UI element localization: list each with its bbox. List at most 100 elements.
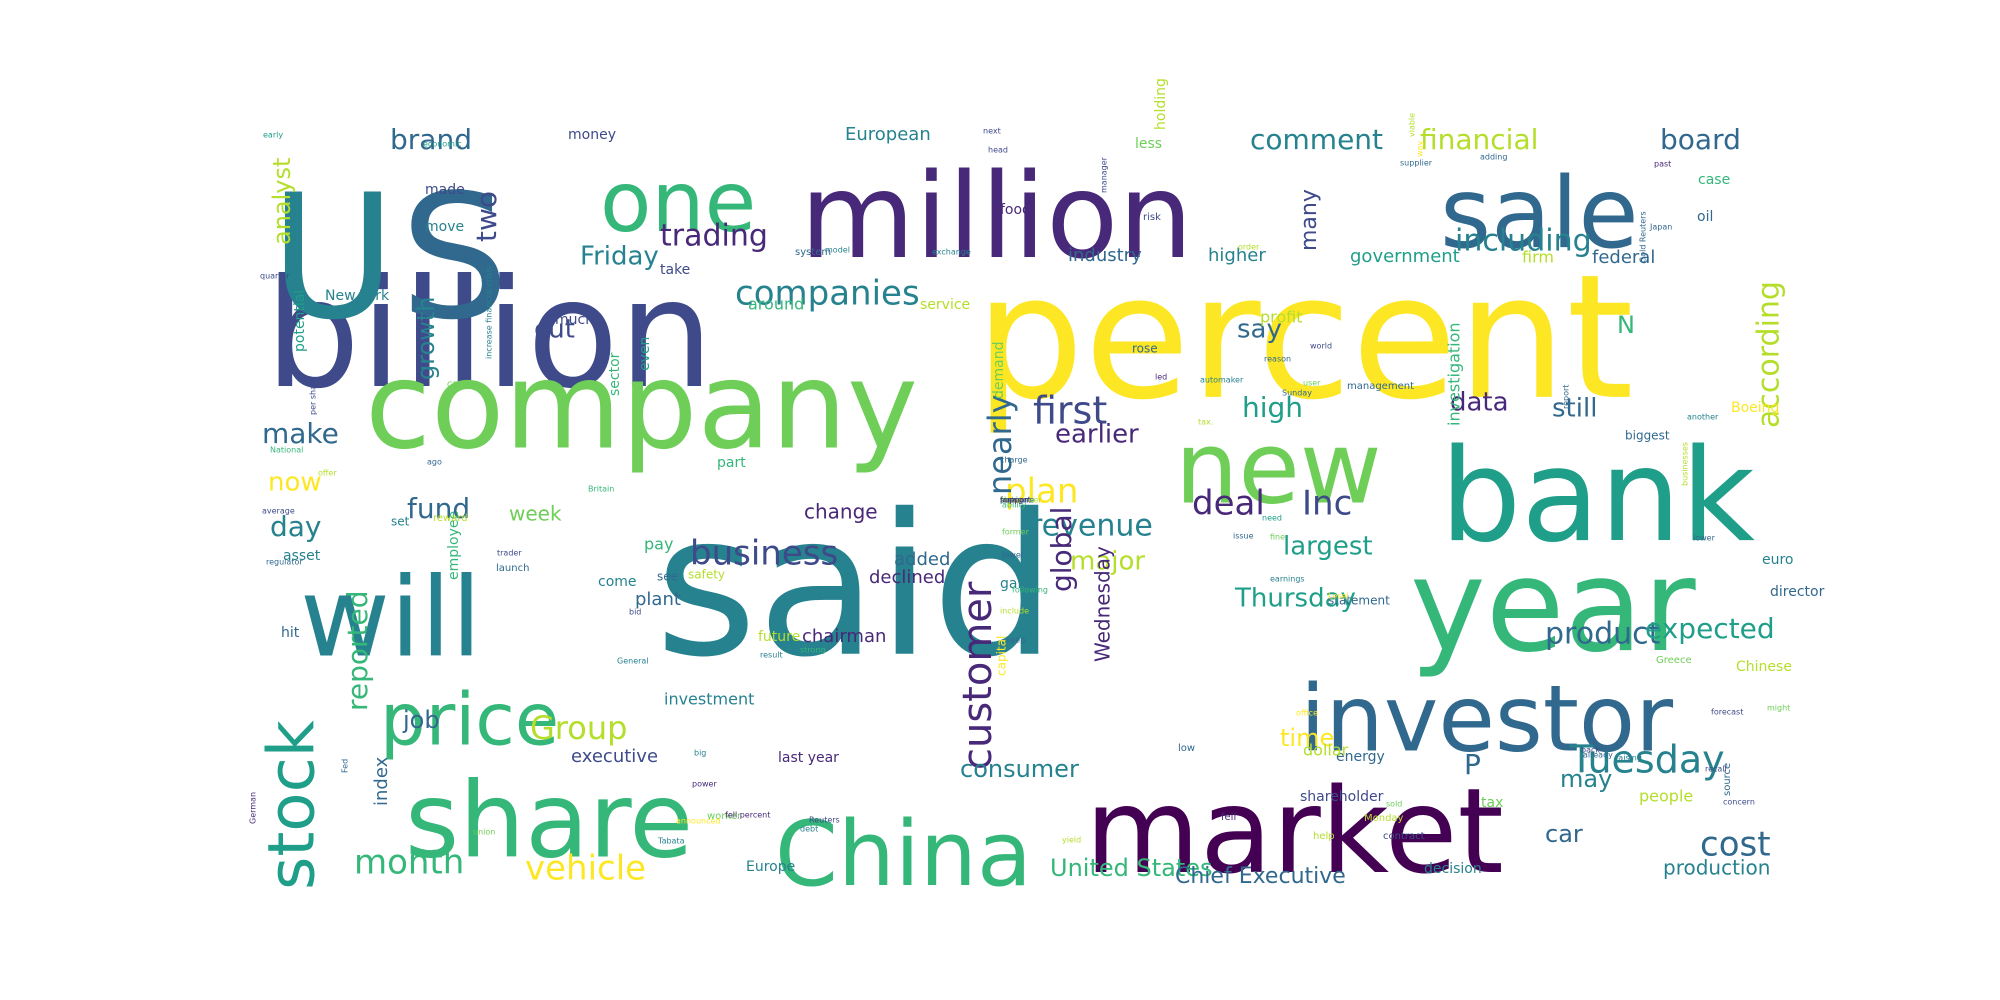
word-make: make [262, 417, 339, 450]
word-food: food [1000, 202, 1031, 218]
word-high: high [1242, 391, 1303, 424]
word-investigation: investigation [1445, 322, 1464, 426]
word-people: people [1639, 787, 1693, 806]
word-data: data [1450, 388, 1509, 418]
word-viable: viable [1408, 113, 1417, 137]
word-month: month [354, 843, 464, 883]
word-less: less [1135, 136, 1162, 152]
word-forecast: forecast [1711, 708, 1743, 717]
word-customer: customer [955, 581, 1001, 770]
word-tax: tax [1481, 795, 1503, 811]
word-change: change [804, 500, 878, 524]
word-analyst: analyst [268, 158, 296, 245]
word-national: National [270, 446, 303, 455]
word-price: price [380, 678, 559, 762]
word-supplier: supplier [1400, 159, 1433, 168]
word-money: money [568, 127, 616, 143]
word-added: added [894, 549, 950, 570]
word-reuters: Reuters [809, 816, 840, 825]
word-holding: holding [1153, 78, 1169, 130]
word-hit: hit [281, 625, 300, 641]
word-german: German [249, 792, 258, 824]
word-statement: statement [1328, 594, 1390, 608]
word-trader: trader [497, 549, 522, 558]
word-exchange: exchange [932, 248, 971, 257]
word-union: union [473, 828, 495, 837]
word-director: director [1770, 584, 1825, 600]
word-around: around [748, 295, 804, 314]
word-share: share [405, 759, 693, 881]
word-growth: growth [412, 296, 440, 380]
word-power: power [692, 780, 717, 789]
word-decision: decision [1424, 861, 1482, 877]
word-ago: ago [427, 458, 442, 467]
word-quarter: quarter [260, 272, 290, 281]
word-friday: Friday [580, 242, 659, 272]
word-might: might [1767, 704, 1790, 713]
word-firm: firm [1522, 248, 1554, 267]
word-time: time [1280, 724, 1334, 752]
word-service: service [920, 297, 970, 313]
word-executive: executive [571, 746, 658, 767]
word-sheet: sheet [1000, 496, 1022, 505]
word-part: part [717, 455, 746, 471]
word-need: need [1262, 514, 1282, 523]
word-will: will [300, 553, 482, 681]
word-industry: industry [1068, 245, 1142, 266]
word-automaker: automaker [1200, 376, 1244, 385]
word-yield: yield [1062, 836, 1081, 845]
word-reward: reward [433, 513, 468, 524]
word-major: major [1070, 547, 1145, 577]
word-profit: profit [1260, 308, 1303, 327]
word-cost: cost [1700, 825, 1771, 865]
word-dollar: dollar [1303, 741, 1349, 760]
word-investment: investment [664, 690, 754, 709]
word-largest: largest [1283, 532, 1373, 562]
word-inc: Inc [1302, 484, 1352, 524]
word-sunday: Sunday [1282, 389, 1312, 398]
word-past: past [1654, 160, 1671, 169]
word-oil: oil [1697, 209, 1713, 225]
word-european: European [845, 124, 931, 145]
word-including: including [1455, 224, 1592, 259]
word-stock: stock [256, 720, 330, 890]
word-charge: charge [1000, 456, 1028, 465]
word-tuesday: Tuesday [1569, 738, 1725, 782]
word-group: Group [530, 709, 627, 747]
word-plant: plant [635, 589, 681, 610]
word-earlier: earlier [1055, 420, 1139, 450]
word-former: former [1002, 528, 1030, 537]
word-still: still [1552, 394, 1597, 424]
word-rose: rose [1132, 342, 1158, 356]
word-sector: sector [607, 352, 623, 396]
word-now: now [268, 468, 322, 498]
word-fed: Fed [341, 759, 350, 773]
word-car: car [1545, 820, 1583, 848]
word-come: come [598, 574, 637, 590]
word-product: product [1545, 617, 1661, 652]
word-source: source [1722, 763, 1733, 796]
word-per-share: per share [309, 377, 318, 415]
word-fund: fund [407, 492, 470, 525]
word-say: say [1237, 315, 1282, 345]
word-gain: gain [1000, 576, 1030, 592]
word-capital: capital [995, 636, 1009, 676]
word-sale: sale [1440, 157, 1639, 271]
word-asset: asset [283, 548, 321, 564]
word-concern: concern [1723, 798, 1755, 807]
word-pay: pay [644, 535, 673, 554]
word-sold: sold [1386, 800, 1402, 809]
word-case: case [1698, 172, 1730, 188]
word-reported: reported [341, 590, 374, 711]
word-plan: plan [1005, 472, 1078, 512]
word-government: government [1350, 246, 1460, 267]
word-lost: lost [1000, 496, 1014, 505]
word-revenue: revenue [1030, 509, 1153, 544]
word-two: two [470, 191, 503, 242]
word-greece: Greece [1656, 655, 1692, 666]
word-vehicle: vehicle [525, 849, 646, 889]
word-even: even [637, 337, 653, 371]
word-tax: tax. [1198, 418, 1213, 427]
word-ceo: CEO [447, 381, 464, 390]
word-euro: euro [1762, 552, 1794, 568]
